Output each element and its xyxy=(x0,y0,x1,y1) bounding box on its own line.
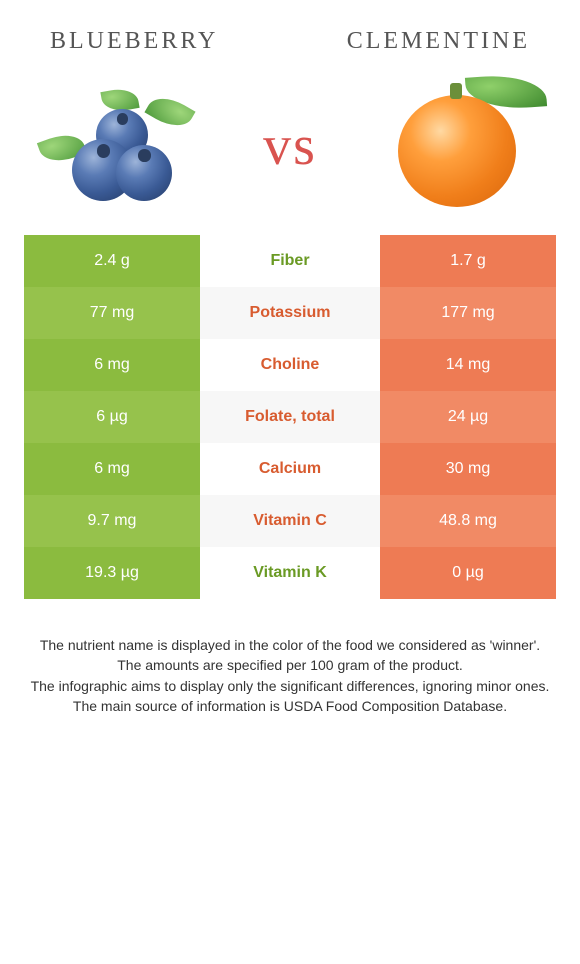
left-value: 6 mg xyxy=(24,339,200,391)
blueberry-icon xyxy=(116,145,172,201)
footer-line: The nutrient name is displayed in the co… xyxy=(24,635,556,655)
left-value: 6 mg xyxy=(24,443,200,495)
nutrient-name: Folate, total xyxy=(200,391,380,443)
vs-label: vs xyxy=(263,114,317,178)
right-value: 14 mg xyxy=(380,339,556,391)
table-row: 6 µg Folate, total 24 µg xyxy=(24,391,556,443)
table-row: 6 mg Choline 14 mg xyxy=(24,339,556,391)
right-value: 24 µg xyxy=(380,391,556,443)
nutrient-name: Calcium xyxy=(200,443,380,495)
left-value: 19.3 µg xyxy=(24,547,200,599)
nutrient-name: Vitamin C xyxy=(200,495,380,547)
table-row: 6 mg Calcium 30 mg xyxy=(24,443,556,495)
table-row: 9.7 mg Vitamin C 48.8 mg xyxy=(24,495,556,547)
header: Blueberry Clementine xyxy=(0,0,580,63)
table-row: 2.4 g Fiber 1.7 g xyxy=(24,235,556,287)
right-food-title: Clementine xyxy=(347,28,530,55)
footer-line: The main source of information is USDA F… xyxy=(24,696,556,716)
clementine-image xyxy=(376,81,546,211)
leaf-icon xyxy=(144,90,195,135)
left-value: 77 mg xyxy=(24,287,200,339)
left-value: 6 µg xyxy=(24,391,200,443)
nutrient-name: Vitamin K xyxy=(200,547,380,599)
right-value: 177 mg xyxy=(380,287,556,339)
table-row: 19.3 µg Vitamin K 0 µg xyxy=(24,547,556,599)
footer-line: The infographic aims to display only the… xyxy=(24,676,556,696)
right-value: 1.7 g xyxy=(380,235,556,287)
footer-line: The amounts are specified per 100 gram o… xyxy=(24,655,556,675)
right-value: 0 µg xyxy=(380,547,556,599)
blueberry-image xyxy=(34,81,204,211)
left-food-title: Blueberry xyxy=(50,28,218,55)
table-row: 77 mg Potassium 177 mg xyxy=(24,287,556,339)
nutrient-name: Potassium xyxy=(200,287,380,339)
images-row: vs xyxy=(0,63,580,235)
footer-notes: The nutrient name is displayed in the co… xyxy=(0,599,580,716)
left-value: 9.7 mg xyxy=(24,495,200,547)
clementine-icon xyxy=(398,95,516,207)
nutrient-name: Fiber xyxy=(200,235,380,287)
nutrient-table: 2.4 g Fiber 1.7 g 77 mg Potassium 177 mg… xyxy=(24,235,556,599)
right-value: 48.8 mg xyxy=(380,495,556,547)
right-value: 30 mg xyxy=(380,443,556,495)
left-value: 2.4 g xyxy=(24,235,200,287)
nutrient-name: Choline xyxy=(200,339,380,391)
